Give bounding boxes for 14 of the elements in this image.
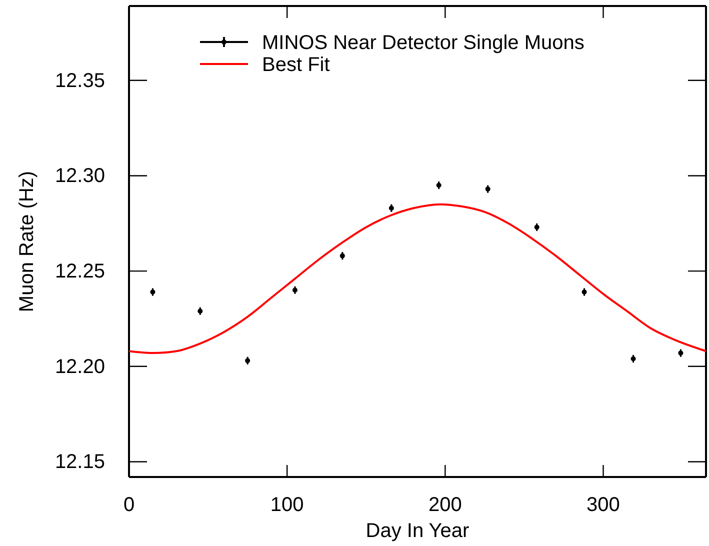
y-tick-label: 12.25	[54, 260, 105, 282]
y-tick-label: 12.20	[54, 356, 105, 378]
x-tick-label: 0	[123, 494, 135, 516]
x-axis-title: Day In Year	[366, 520, 470, 542]
legend-label: Best Fit	[262, 54, 330, 76]
y-tick-label: 12.15	[54, 451, 105, 474]
y-tick-label: 12.35	[54, 70, 105, 92]
x-tick-label: 200	[428, 494, 462, 516]
y-axis-title: Muon Rate (Hz)	[16, 170, 38, 312]
y-tick-label: 12.30	[54, 165, 105, 188]
x-tick-label: 300	[586, 494, 620, 516]
line-series	[128, 203, 707, 354]
legend-label: MINOS Near Detector Single Muons	[262, 32, 584, 54]
x-tick-label: 100	[270, 494, 304, 516]
